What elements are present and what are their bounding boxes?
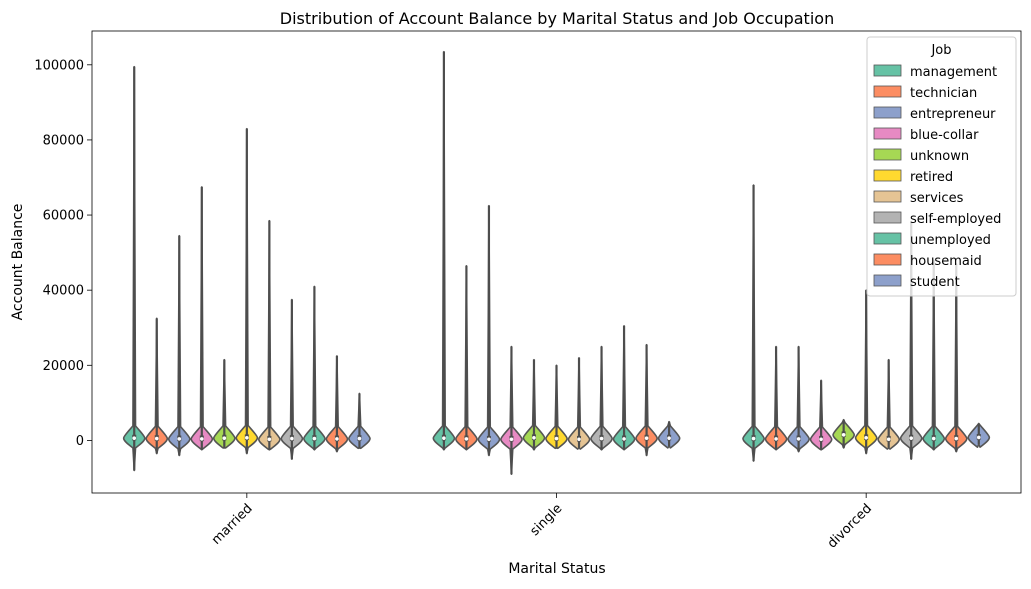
- y-tick-label: 40000: [43, 284, 84, 299]
- violin-median-dot: [357, 436, 362, 441]
- violin-median-dot: [909, 436, 914, 440]
- violin-median-dot: [841, 432, 846, 437]
- violin-median-dot: [245, 435, 249, 440]
- chart-title: Distribution of Account Balance by Marit…: [280, 9, 834, 28]
- y-tick-label: 80000: [43, 133, 84, 148]
- violin-median-dot: [577, 437, 581, 442]
- legend-title: Job: [930, 43, 951, 58]
- legend-swatch: [873, 148, 902, 161]
- legend-swatch: [873, 232, 902, 245]
- plot-frame: [91, 30, 1022, 494]
- violin-median-dot: [644, 436, 649, 440]
- violin-median-dot: [667, 436, 671, 440]
- legend-label: management: [910, 65, 997, 80]
- x-tick-label: divorced: [825, 501, 875, 551]
- violin-median-dot: [931, 436, 936, 441]
- legend-swatch: [873, 211, 902, 224]
- violin-median-dot: [886, 437, 891, 442]
- violin-median-dot: [222, 436, 227, 440]
- violin-median-dot: [312, 436, 317, 441]
- violin-median-dot: [290, 436, 294, 441]
- violin-median-dot: [532, 435, 536, 440]
- x-tick-label: single: [527, 501, 565, 539]
- violin-median-dot: [954, 436, 959, 441]
- legend-label: blue-collar: [910, 128, 979, 143]
- legend-swatch: [873, 127, 902, 140]
- violin-median-dot: [819, 437, 823, 442]
- violin-median-dot: [976, 435, 981, 440]
- legend-swatch: [873, 106, 902, 119]
- legend-swatch: [873, 253, 902, 266]
- violin-median-dot: [154, 436, 159, 441]
- legend-swatch: [873, 169, 902, 182]
- y-axis-label: Account Balance: [10, 204, 26, 321]
- y-tick-label: 60000: [43, 209, 84, 224]
- violin-median-dot: [267, 437, 272, 442]
- legend-swatch: [873, 64, 902, 77]
- legend-label: retired: [910, 170, 953, 185]
- violin-median-dot: [554, 436, 559, 441]
- violin-median-dot: [199, 437, 204, 441]
- legend-swatch: [873, 274, 902, 287]
- violin-median-dot: [774, 437, 778, 441]
- legend-label: student: [910, 275, 960, 290]
- plot-area: 0 20000 40000 60000 80000 100000 married single…: [34, 30, 1022, 551]
- legend-label: unknown: [910, 149, 969, 164]
- legend-swatch: [873, 190, 902, 203]
- legend-label: entrepreneur: [910, 107, 996, 122]
- violin-median-dot: [751, 436, 756, 441]
- violin-median-dot: [622, 437, 626, 441]
- legend-label: housemaid: [910, 254, 982, 269]
- legend-label: technician: [910, 86, 977, 101]
- legend-label: self-employed: [910, 212, 1001, 227]
- y-tick-label: 100000: [34, 58, 84, 73]
- y-tick-label: 0: [76, 434, 84, 449]
- violin-median-dot: [599, 436, 604, 441]
- violin-median-dot: [864, 435, 868, 440]
- x-axis-label: Marital Status: [508, 561, 605, 577]
- legend: Job management technician entrepreneur blue-…: [866, 36, 1017, 297]
- legend-label: services: [910, 191, 964, 206]
- violin-median-dot: [487, 437, 491, 442]
- violin-median-dot: [796, 437, 801, 441]
- legend-swatch: [873, 85, 902, 98]
- violin-median-dot: [464, 437, 469, 441]
- y-tick-label: 20000: [43, 359, 84, 374]
- legend-box: [866, 36, 1017, 297]
- x-tick-label: married: [209, 501, 256, 548]
- violin-median-dot: [132, 436, 137, 440]
- violin-median-dot: [335, 437, 339, 441]
- violin-median-dot: [177, 437, 182, 441]
- legend-label: unemployed: [910, 233, 991, 248]
- violin-median-dot: [442, 436, 446, 440]
- violin-median-dot: [509, 437, 514, 442]
